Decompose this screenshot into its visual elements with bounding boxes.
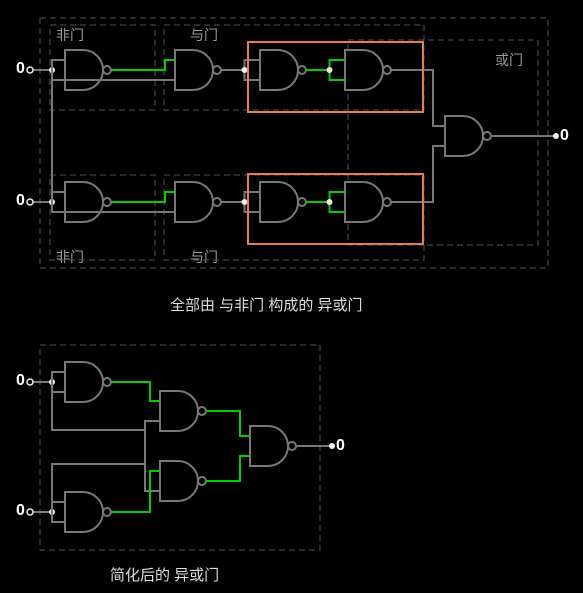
diagram-canvas: 0 0 0 非门 非门 与门 与门 或门 全部由 与非门 构成的 异或门 0 0… [0, 0, 583, 593]
circuit-svg [0, 0, 583, 593]
